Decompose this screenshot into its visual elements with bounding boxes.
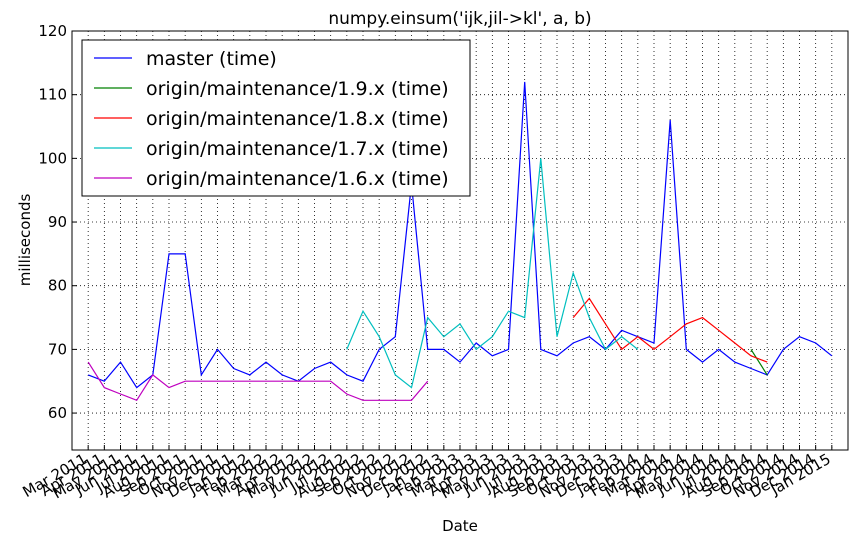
y-axis-label: milliseconds	[16, 194, 34, 287]
y-tick-label: 80	[48, 277, 67, 295]
series-line	[87, 361, 429, 402]
legend: master (time) origin/maintenance/1.9.x (t…	[81, 39, 471, 197]
y-tick-label: 60	[48, 404, 67, 422]
legend-label: origin/maintenance/1.9.x (time)	[146, 78, 449, 100]
series-line	[87, 81, 833, 389]
y-tick-label: 90	[48, 213, 67, 231]
y-tick-label: 70	[48, 340, 67, 358]
series-line	[346, 158, 639, 389]
plot-frame	[71, 30, 849, 451]
x-axis-label: Date	[442, 517, 478, 535]
y-tick-label: 110	[38, 86, 67, 104]
legend-label: origin/maintenance/1.8.x (time)	[146, 108, 449, 130]
legend-label: origin/maintenance/1.6.x (time)	[146, 168, 449, 190]
legend-label: origin/maintenance/1.7.x (time)	[146, 138, 449, 160]
y-tick-label: 100	[38, 149, 67, 167]
series-line	[572, 297, 768, 363]
legend-frame	[81, 39, 471, 197]
series-line	[750, 349, 768, 376]
y-tick-label: 120	[38, 22, 67, 40]
legend-label: master (time)	[146, 48, 277, 70]
chart-title: numpy.einsum('ijk,jil->kl', a, b)	[328, 9, 591, 29]
